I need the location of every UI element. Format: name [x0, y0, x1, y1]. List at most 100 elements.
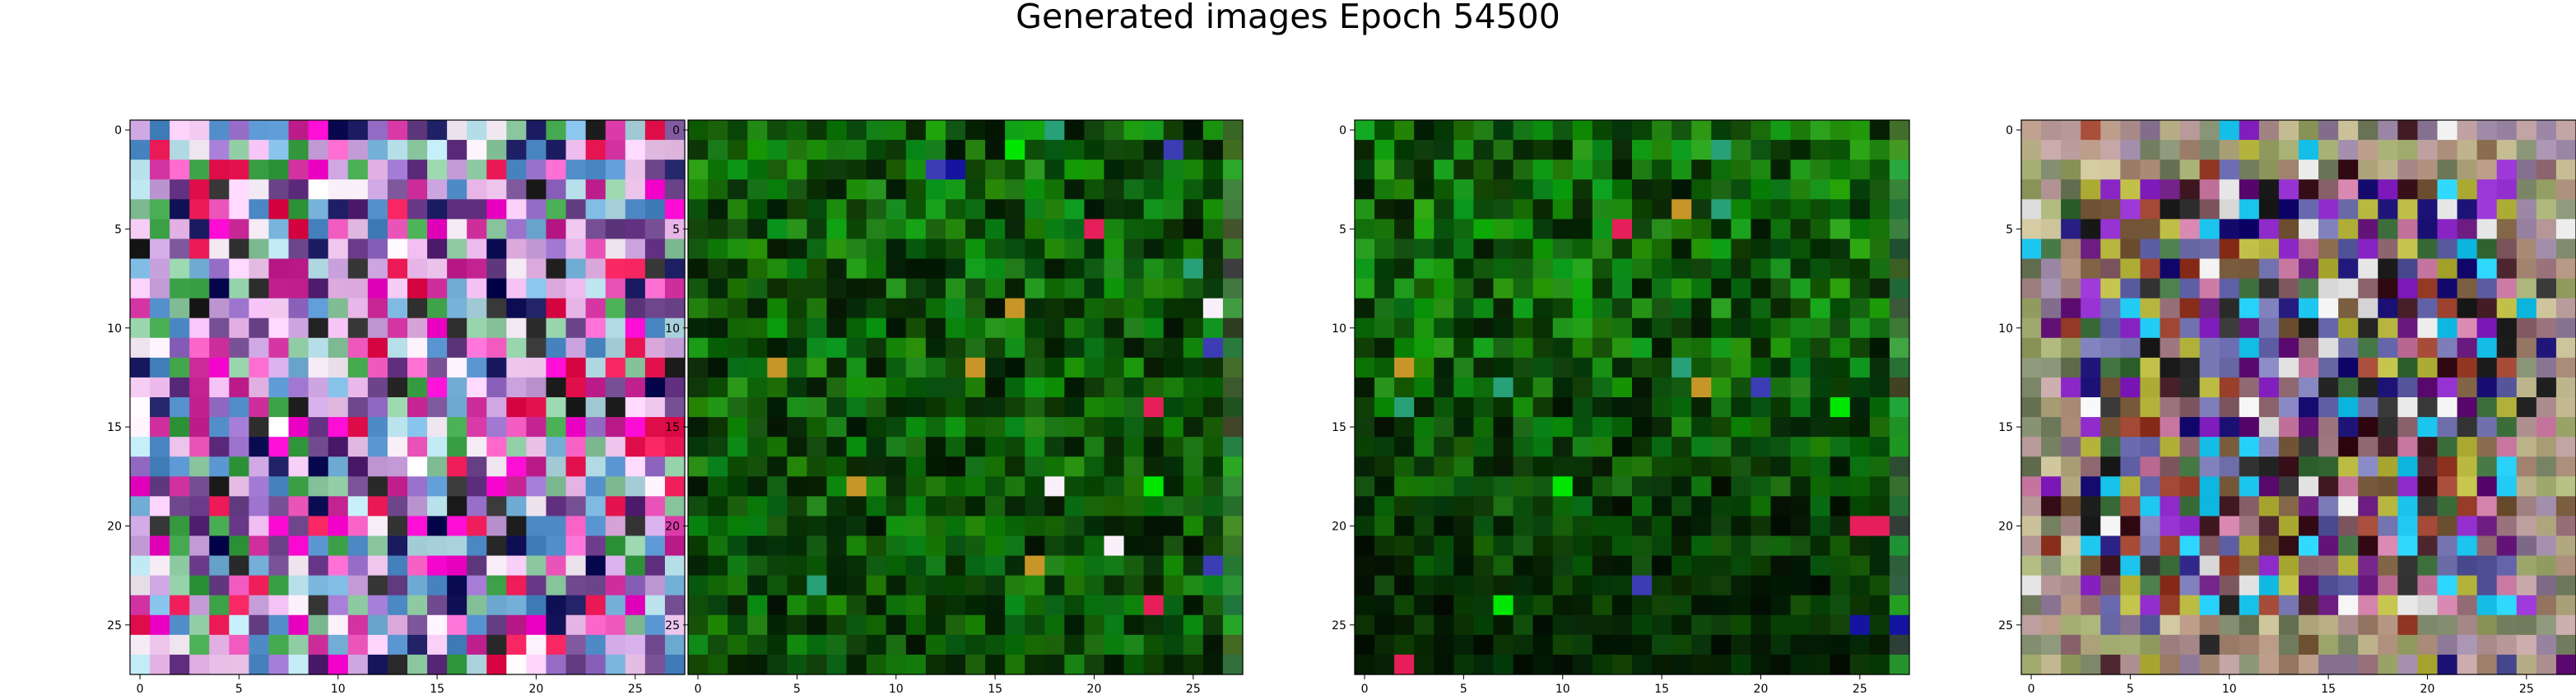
pixel-cell — [985, 298, 1006, 319]
pixel-cell — [1652, 575, 1672, 596]
pixel-cell — [1652, 239, 1672, 260]
pixel-cell — [2516, 337, 2537, 359]
pixel-cell — [1889, 555, 1910, 577]
pixel-cell — [807, 317, 828, 339]
pixel-cell — [1453, 575, 1475, 596]
pixel-cell — [1592, 535, 1613, 557]
pixel-cell — [2160, 337, 2181, 359]
pixel-cell — [1513, 239, 1534, 260]
pixel-cell — [1044, 179, 1065, 200]
y-tick-label: 15 — [665, 421, 680, 434]
pixel-cell — [664, 437, 686, 457]
pixel-cell — [846, 575, 867, 596]
pixel-cell — [1611, 199, 1633, 220]
pixel-cell — [189, 120, 210, 141]
pixel-cell — [1434, 337, 1454, 359]
pixel-cell — [1163, 535, 1184, 557]
pixel-cell — [1222, 634, 1244, 656]
pixel-cell — [945, 575, 966, 596]
pixel-cell — [2021, 634, 2042, 656]
pixel-cell — [486, 535, 507, 557]
y-tick-label: 10 — [1998, 322, 2013, 336]
pixel-cell — [747, 575, 768, 596]
pixel-cell — [150, 317, 170, 339]
pixel-cell — [189, 298, 210, 319]
pixel-cell — [1672, 614, 1692, 636]
pixel-cell — [585, 199, 607, 220]
pixel-cell — [846, 298, 867, 319]
pixel-cell — [2258, 377, 2280, 398]
pixel-cell — [747, 417, 768, 438]
pixel-cell — [708, 160, 728, 180]
pixel-cell — [2120, 278, 2141, 299]
x-tick-label: 5 — [793, 683, 801, 695]
pixel-cell — [268, 476, 290, 497]
pixel-cell — [2378, 337, 2398, 359]
pixel-cell — [1592, 140, 1613, 160]
y-tick-label: 15 — [107, 421, 122, 434]
pixel-cell — [2536, 516, 2557, 537]
pixel-cell — [728, 258, 748, 280]
pixel-cell — [288, 278, 309, 299]
pixel-cell — [644, 575, 666, 596]
pixel-cell — [1790, 140, 1811, 160]
pixel-cell — [866, 337, 887, 359]
pixel-cell — [866, 555, 887, 577]
pixel-cell — [1453, 496, 1475, 517]
pixel-cell — [506, 654, 528, 675]
pixel-cell — [767, 595, 788, 616]
pixel-cell — [1830, 614, 1851, 636]
pixel-cell — [2397, 417, 2419, 438]
pixel-cell — [1084, 239, 1105, 260]
pixel-cell — [486, 555, 507, 577]
pixel-cell — [1453, 437, 1475, 457]
pixel-cell — [807, 199, 828, 220]
pixel-cell — [467, 357, 487, 378]
pixel-cell — [1355, 437, 1375, 457]
pixel-cell — [1889, 278, 1910, 299]
pixel-cell — [905, 120, 927, 141]
pixel-cell — [1163, 219, 1184, 240]
pixel-cell — [1691, 595, 1712, 616]
pixel-cell — [708, 239, 728, 260]
pixel-cell — [1790, 417, 1811, 438]
pixel-cell — [1889, 357, 1910, 378]
pixel-cell — [1751, 377, 1772, 398]
pixel-cell — [2299, 417, 2319, 438]
pixel-cell — [209, 199, 230, 220]
pixel-cell — [1731, 140, 1752, 160]
pixel-cell — [1394, 417, 1415, 438]
pixel-cell — [2179, 377, 2201, 398]
pixel-cell — [308, 160, 329, 180]
pixel-cell — [1572, 179, 1593, 200]
pixel-cell — [2100, 278, 2121, 299]
pixel-cell — [2358, 120, 2378, 141]
pixel-cell — [2476, 614, 2498, 636]
pixel-cell — [1374, 120, 1395, 141]
pixel-cell — [189, 397, 210, 418]
pixel-cell — [1374, 199, 1395, 220]
pixel-cell — [1084, 555, 1105, 577]
pixel-cell — [170, 595, 190, 616]
pixel-cell — [526, 239, 547, 260]
pixel-cell — [2536, 140, 2557, 160]
pixel-cell — [1434, 456, 1454, 477]
pixel-cell — [2338, 120, 2359, 141]
pixel-cell — [664, 654, 686, 675]
pixel-cell — [2299, 160, 2319, 180]
pixel-cell — [664, 535, 686, 557]
pixel-cell — [1123, 219, 1145, 240]
pixel-cell — [526, 120, 547, 141]
pixel-cell — [2338, 199, 2359, 220]
pixel-cell — [2081, 140, 2101, 160]
pixel-cell — [644, 555, 666, 577]
generated-image-panel-4: 0 5 10 15 20 25 0 5 10 15 20 25 — [1972, 0, 2576, 695]
pixel-cell — [1731, 456, 1752, 477]
pixel-cell — [1104, 614, 1125, 636]
pixel-cell — [2457, 516, 2478, 537]
pixel-cell — [767, 535, 788, 557]
pixel-cell — [1532, 476, 1554, 497]
pixel-cell — [1672, 140, 1692, 160]
pixel-cell — [2417, 595, 2439, 616]
pixel-cell — [807, 160, 828, 180]
